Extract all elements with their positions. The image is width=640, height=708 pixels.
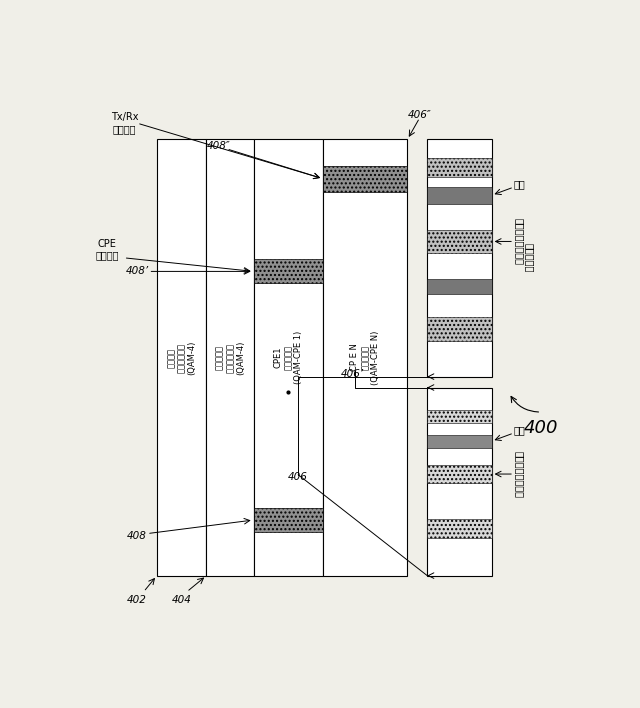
- Text: 408″: 408″: [207, 141, 231, 151]
- Text: CPE1
計画データ
(QAM-CPE 1): CPE1 計画データ (QAM-CPE 1): [273, 331, 303, 384]
- Text: 406’: 406’: [341, 369, 364, 379]
- Bar: [428, 229, 492, 253]
- Text: Tx/Rx
遷移間隔: Tx/Rx 遷移間隔: [111, 113, 138, 134]
- Text: アクセスバースト: アクセスバースト: [514, 450, 524, 498]
- Bar: [207, 139, 253, 576]
- Text: 帯域幅要求
統合スロット
(QAM-4): 帯域幅要求 統合スロット (QAM-4): [215, 341, 245, 375]
- Bar: [157, 139, 207, 576]
- Text: 衝突: 衝突: [514, 179, 525, 189]
- Bar: [253, 508, 323, 532]
- Text: CPE
遷移間隔: CPE 遷移間隔: [95, 239, 119, 261]
- Bar: [428, 159, 492, 178]
- Text: 408: 408: [127, 531, 147, 542]
- Bar: [253, 139, 323, 576]
- Text: 404: 404: [172, 595, 191, 605]
- Bar: [428, 139, 492, 377]
- Bar: [428, 387, 492, 576]
- Text: 408’: 408’: [125, 266, 148, 276]
- Bar: [428, 187, 492, 203]
- Bar: [253, 259, 323, 283]
- Bar: [428, 519, 492, 538]
- Text: 帯域幅要求: 帯域幅要求: [524, 244, 534, 273]
- Bar: [323, 166, 408, 192]
- Bar: [428, 435, 492, 447]
- Text: 位置決め
統合スロット
(QAM-4): 位置決め 統合スロット (QAM-4): [167, 341, 196, 375]
- Text: 406: 406: [288, 472, 308, 482]
- Text: 衝突: 衝突: [514, 426, 525, 435]
- Text: 402: 402: [127, 595, 147, 605]
- Bar: [428, 317, 492, 341]
- Text: アクセスバースト: アクセスバースト: [514, 218, 524, 265]
- Text: 406″: 406″: [408, 110, 431, 120]
- Bar: [428, 280, 492, 294]
- Text: 400: 400: [524, 419, 559, 438]
- Text: CP E N
計画データ
(QAM-CPE N): CP E N 計画データ (QAM-CPE N): [350, 331, 380, 384]
- Bar: [428, 410, 492, 423]
- Bar: [428, 464, 492, 484]
- Bar: [323, 139, 408, 576]
